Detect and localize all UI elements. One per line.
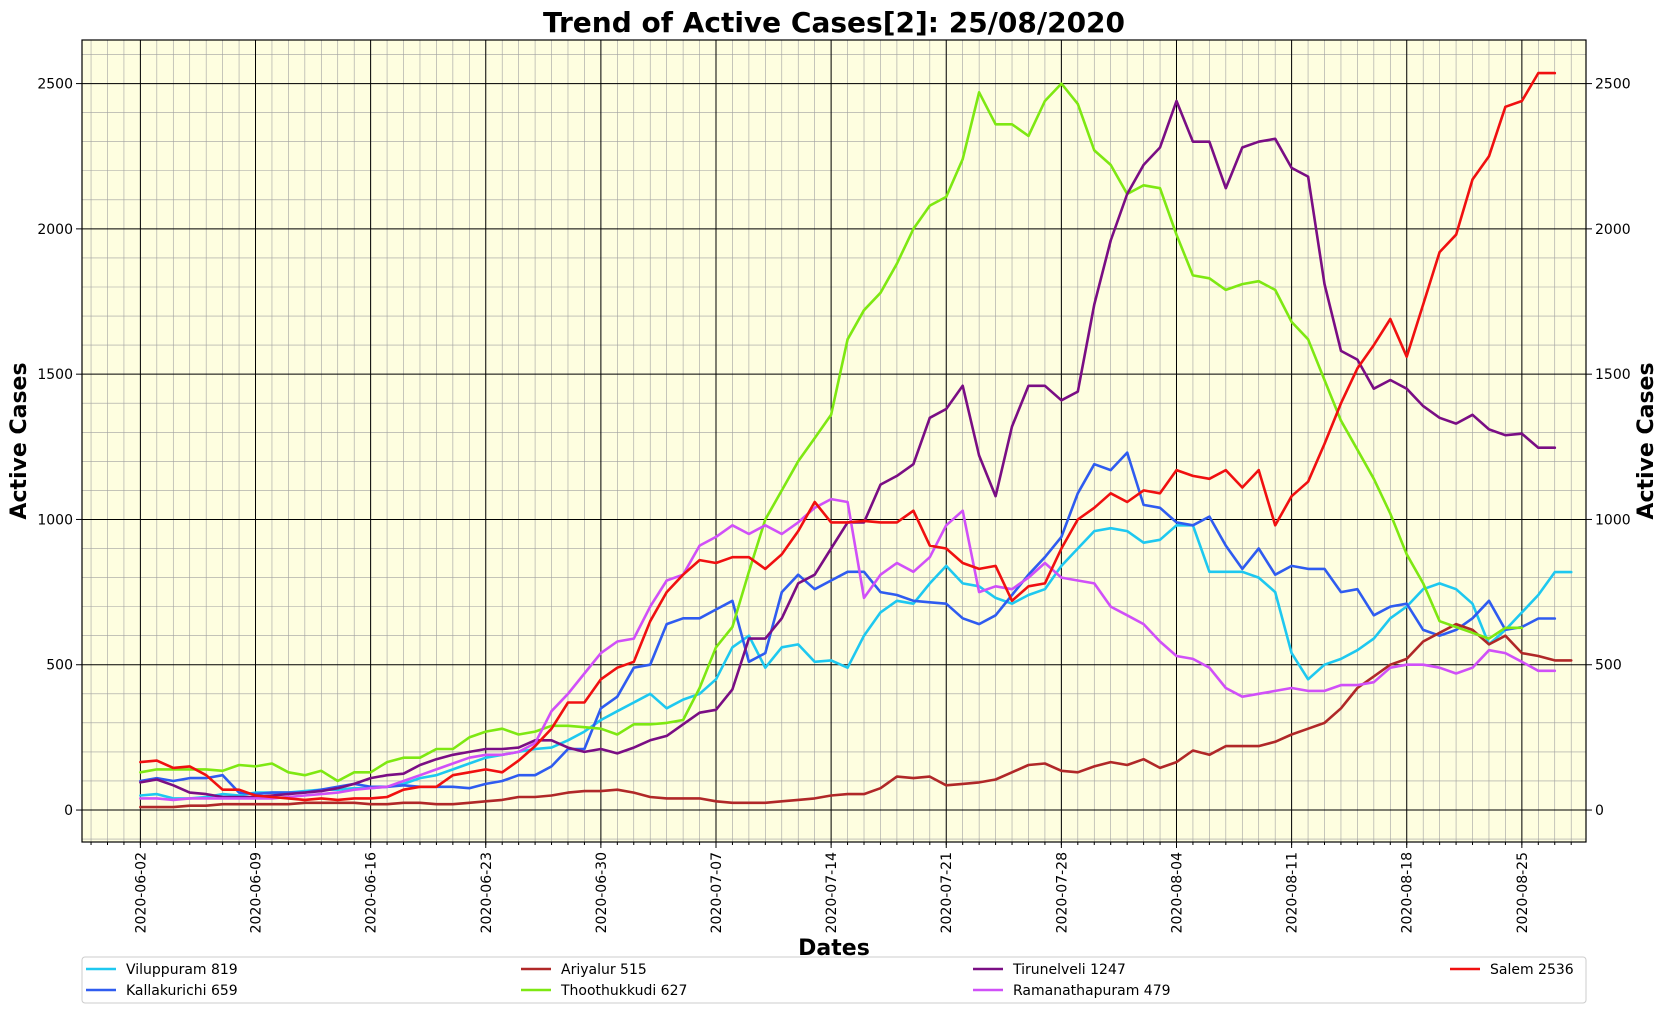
series-lines	[139, 71, 1573, 809]
y-tick-label: 0	[64, 803, 73, 819]
legend-label: Viluppuram 819	[126, 962, 238, 978]
y-tick-labels-left: 0 500 1000 1500 2000 2500	[37, 77, 73, 819]
x-tick-label: 2020-07-07	[709, 852, 725, 933]
axis-ticks	[76, 83, 1592, 848]
y-tick-label: 1500	[1595, 367, 1631, 383]
y-tick-label: 1000	[37, 512, 73, 528]
series-line	[139, 82, 1524, 783]
chart-title: Trend of Active Cases[2]: 25/08/2020	[543, 6, 1125, 39]
x-tick-label: 2020-06-02	[133, 852, 149, 933]
x-tick-label: 2020-08-04	[1169, 852, 1185, 933]
x-tick-label: 2020-06-23	[479, 852, 495, 933]
legend-box	[81, 956, 1587, 1004]
y-tick-label: 2000	[1595, 222, 1631, 238]
x-tick-label: 2020-08-18	[1400, 852, 1416, 933]
y-tick-label: 2000	[37, 222, 73, 238]
y-tick-label: 0	[1595, 803, 1604, 819]
x-tick-label: 2020-07-21	[939, 852, 955, 933]
x-tick-label: 2020-06-09	[249, 852, 265, 933]
x-tick-label: 2020-07-28	[1054, 852, 1070, 933]
legend-label: Kallakurichi 659	[126, 983, 238, 999]
plot-background	[82, 40, 1586, 842]
y-axis-label-right: Active Cases	[1634, 362, 1659, 519]
legend-label: Tirunelveli 1247	[1012, 962, 1126, 978]
y-tick-labels-right: 0 500 1000 1500 2000 2500	[1595, 77, 1631, 819]
series-line	[139, 497, 1557, 802]
x-tick-label: 2020-07-14	[824, 852, 840, 933]
legend-items: Viluppuram 819 Kallakurichi 659 Ariyalur 5…	[86, 962, 1574, 999]
y-tick-label: 500	[1595, 658, 1622, 674]
legend-label: Ramanathapuram 479	[1013, 983, 1171, 999]
x-tick-label: 2020-08-25	[1515, 852, 1531, 933]
x-tick-label: 2020-06-30	[594, 852, 610, 933]
x-tick-label: 2020-08-11	[1285, 852, 1301, 933]
y-tick-label: 2500	[1595, 77, 1631, 93]
plot-frame	[81, 39, 1587, 843]
legend-label: Ariyalur 515	[561, 962, 647, 978]
y-tick-label: 1500	[37, 367, 73, 383]
major-grid	[82, 40, 1586, 842]
legend-label: Salem 2536	[1490, 962, 1574, 978]
x-tick-label: 2020-06-16	[364, 852, 380, 933]
y-tick-label: 2500	[37, 77, 73, 93]
series-line	[139, 71, 1557, 802]
legend: Viluppuram 819 Kallakurichi 659 Ariyalur 5…	[81, 956, 1587, 1004]
y-axis-label-left: Active Cases	[7, 362, 32, 519]
series-line	[139, 622, 1573, 809]
y-tick-label: 500	[46, 658, 73, 674]
x-tick-labels: 2020-06-02 2020-06-09 2020-06-16 2020-06-23…	[133, 852, 1530, 933]
y-tick-label: 1000	[1595, 512, 1631, 528]
legend-label: Thoothukkudi 627	[560, 983, 687, 999]
